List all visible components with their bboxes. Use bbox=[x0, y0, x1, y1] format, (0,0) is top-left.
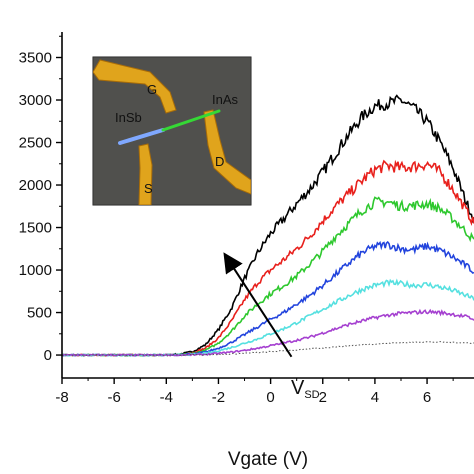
x-tick-label: -6 bbox=[107, 389, 120, 406]
inset-label-s: S bbox=[144, 181, 153, 196]
series-line-7 bbox=[61, 341, 474, 357]
x-axis-label: Vgate (V) bbox=[228, 449, 308, 470]
y-tick-label: 2000 bbox=[19, 177, 52, 194]
y-tick-label: 3000 bbox=[19, 92, 52, 109]
gate-electrode bbox=[93, 59, 177, 114]
inset-label-d: D bbox=[215, 154, 224, 169]
x-tick-label: -2 bbox=[212, 389, 225, 406]
inset-micrograph: G InSb InAs S D bbox=[92, 56, 252, 206]
x-tick-label: 0 bbox=[266, 389, 274, 406]
inset-label-insb: InSb bbox=[115, 110, 142, 125]
inas-segment bbox=[161, 109, 221, 132]
y-tick-label: 500 bbox=[27, 305, 52, 322]
y-tick-label: 1500 bbox=[19, 220, 52, 237]
y-tick-label: 2500 bbox=[19, 135, 52, 152]
x-tick-label: -4 bbox=[160, 389, 173, 406]
x-tick-label: -8 bbox=[55, 389, 68, 406]
series-line-5 bbox=[61, 278, 474, 357]
y-tick-label: 3500 bbox=[19, 50, 52, 67]
series-line-3 bbox=[61, 196, 474, 357]
ticks-layer: -8 -6 -4 -2 0 2 4 6 0 500 1000 1500 2000 2500 3000 3500 bbox=[19, 35, 454, 406]
vsd-label: VSD bbox=[291, 377, 320, 401]
drain-electrode bbox=[203, 109, 251, 195]
x-tick-label: 4 bbox=[371, 389, 379, 406]
insb-segment bbox=[118, 128, 165, 145]
vsd-label-sub: SD bbox=[304, 389, 319, 401]
y-tick-label: 0 bbox=[44, 347, 52, 364]
y-tick-label: 1000 bbox=[19, 262, 52, 279]
x-tick-label: 6 bbox=[423, 389, 431, 406]
series-line-6 bbox=[61, 308, 474, 357]
inset-label-inas: InAs bbox=[212, 92, 239, 107]
source-electrode bbox=[138, 143, 153, 205]
x-tick-label: 2 bbox=[319, 389, 327, 406]
inset-label-g: G bbox=[147, 82, 157, 97]
vsd-label-main: V bbox=[291, 377, 305, 399]
vsd-arrow bbox=[223, 252, 293, 358]
series-layer bbox=[61, 94, 474, 357]
